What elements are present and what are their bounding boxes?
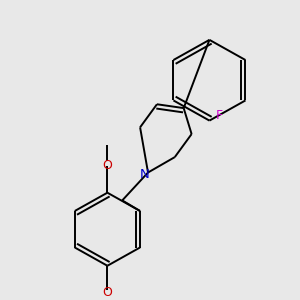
Text: O: O (103, 159, 112, 172)
Text: O: O (103, 286, 112, 299)
Text: F: F (216, 109, 223, 122)
Text: N: N (140, 168, 150, 181)
